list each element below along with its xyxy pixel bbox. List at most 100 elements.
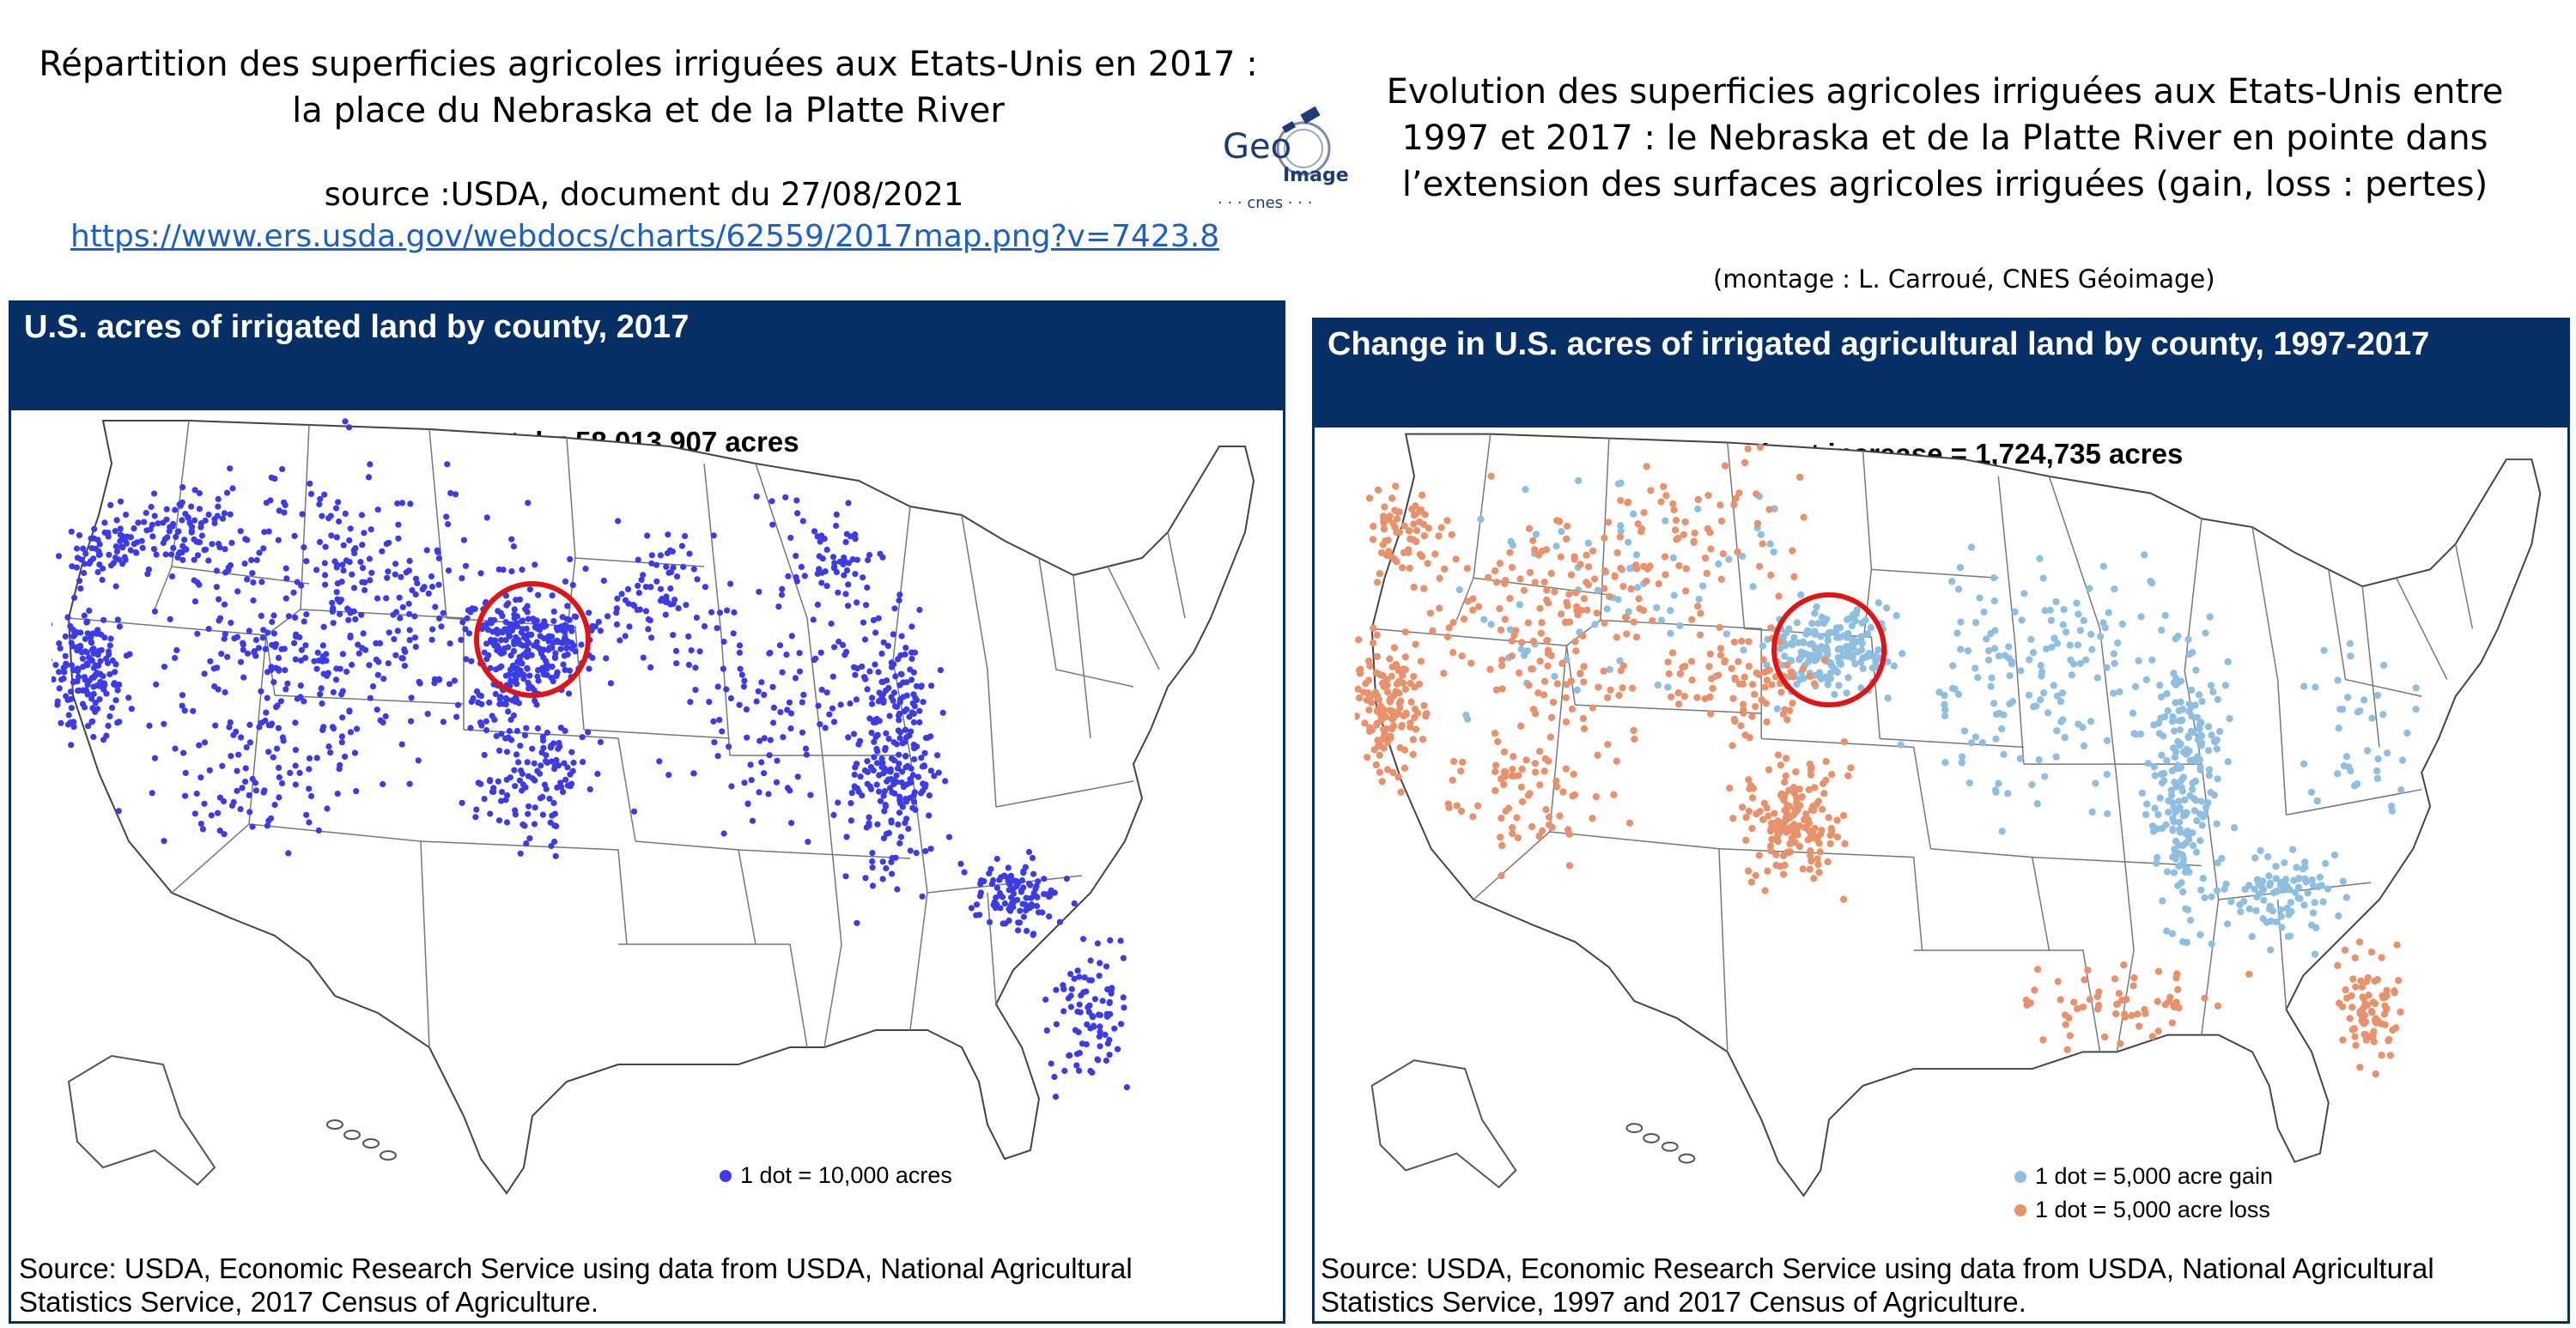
map-dot xyxy=(1401,685,1410,694)
map-dot xyxy=(2171,846,2178,853)
map-dot xyxy=(1621,613,1630,622)
map-dot xyxy=(1763,676,1771,684)
map-dot xyxy=(1579,632,1587,640)
map-dot xyxy=(1380,744,1388,752)
map-dot xyxy=(552,650,559,657)
map-dot xyxy=(1376,768,1384,776)
map-dot xyxy=(515,759,522,766)
map-dot xyxy=(278,779,286,787)
map-dot xyxy=(872,661,878,668)
map-dot xyxy=(161,536,168,543)
map-dot xyxy=(1418,491,1426,499)
map-dot xyxy=(1497,834,1504,841)
map-dot xyxy=(1402,709,1410,717)
map-dot xyxy=(1103,1057,1109,1064)
map-dot xyxy=(197,774,204,781)
map-dot xyxy=(167,615,173,622)
map-dot xyxy=(270,630,277,637)
map-dot xyxy=(319,700,325,707)
map-dot xyxy=(1517,722,1525,730)
map-dot xyxy=(670,632,677,639)
map-dot xyxy=(332,676,340,683)
map-dot xyxy=(249,775,256,782)
map-dot xyxy=(1613,634,1620,641)
map-dot xyxy=(532,804,538,811)
map-dot xyxy=(753,698,760,705)
map-dot xyxy=(126,651,133,658)
map-dot xyxy=(645,626,652,633)
map-dot xyxy=(538,762,544,769)
map-dot xyxy=(151,608,158,615)
map-dot xyxy=(2168,930,2177,937)
map-dot xyxy=(840,641,847,648)
map-dot xyxy=(338,691,345,698)
map-dot xyxy=(149,533,156,540)
map-dot xyxy=(714,753,721,760)
map-dot xyxy=(2199,875,2208,882)
map-dot xyxy=(1676,670,1684,678)
map-dot xyxy=(1453,802,1461,810)
map-dot xyxy=(1619,684,1626,692)
map-dot xyxy=(228,753,234,760)
map-dot xyxy=(252,787,259,794)
map-dot xyxy=(1752,702,1759,711)
map-dot xyxy=(86,677,93,684)
map-dot xyxy=(1833,668,1842,676)
map-dot xyxy=(2207,682,2215,689)
map-dot xyxy=(557,646,564,652)
map-dot xyxy=(486,699,493,706)
map-dot xyxy=(2036,555,2044,562)
map-dot xyxy=(2341,946,2349,954)
map-dot xyxy=(1764,867,1771,875)
map-dot xyxy=(1748,794,1757,802)
map-dot xyxy=(90,555,97,562)
map-dot xyxy=(566,667,574,674)
map-dot xyxy=(516,777,524,784)
map-dot xyxy=(1450,757,1458,766)
map-dot xyxy=(1773,833,1782,840)
map-dot xyxy=(61,669,68,676)
legend-loss-label: 1 dot = 5,000 acre loss xyxy=(2035,1197,2270,1222)
map-dot xyxy=(1573,686,1581,694)
map-dot xyxy=(1518,765,1526,773)
source-url-link[interactable]: https://www.ers.usda.gov/webdocs/charts/… xyxy=(70,219,1220,254)
map-dot xyxy=(182,792,189,799)
map-dot xyxy=(292,656,299,663)
map-dot xyxy=(1590,575,1599,583)
map-dot xyxy=(242,536,249,543)
map-dot xyxy=(1397,788,1405,796)
map-dot xyxy=(2148,1033,2156,1040)
map-dot xyxy=(1664,658,1672,666)
map-dot xyxy=(1667,607,1674,615)
map-dot xyxy=(2342,894,2350,901)
map-dot xyxy=(2175,818,2184,826)
map-dot xyxy=(463,656,470,663)
map-dot xyxy=(1491,730,1499,737)
map-dot xyxy=(55,553,63,560)
map-dot xyxy=(882,803,890,810)
map-dot xyxy=(1410,583,1418,591)
map-dot xyxy=(2201,894,2208,901)
map-dot xyxy=(1389,768,1397,777)
map-dot xyxy=(830,719,838,725)
map-dot xyxy=(1583,551,1590,559)
map-dot xyxy=(526,631,532,638)
map-dot xyxy=(1407,698,1415,706)
map-dot xyxy=(101,519,108,526)
map-dot xyxy=(2204,723,2213,731)
map-dot xyxy=(642,584,649,591)
map-dot xyxy=(716,609,724,616)
map-dot xyxy=(2037,662,2044,670)
map-dot xyxy=(1067,1004,1074,1010)
map-dot xyxy=(657,597,665,604)
map-dot xyxy=(2372,1070,2379,1078)
map-dot xyxy=(425,590,432,597)
map-dot xyxy=(82,550,89,557)
map-dot xyxy=(563,615,570,622)
map-dot xyxy=(597,738,605,746)
map-dot xyxy=(2082,656,2090,664)
map-dot xyxy=(1991,786,2000,794)
map-dot xyxy=(398,500,405,506)
map-dot xyxy=(1074,1008,1081,1016)
map-dot xyxy=(2309,909,2318,917)
